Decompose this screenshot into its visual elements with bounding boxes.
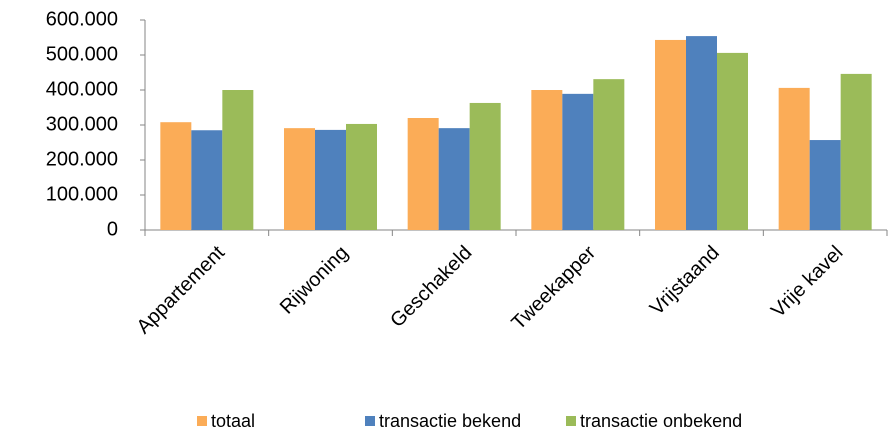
legend-label: transactie bekend — [379, 411, 521, 431]
y-tick-label: 600.000 — [46, 8, 118, 30]
bar — [407, 118, 439, 230]
bar — [191, 130, 223, 230]
bar — [284, 128, 315, 230]
legend-label: totaal — [211, 411, 255, 431]
bar — [469, 102, 501, 230]
bar — [531, 90, 563, 230]
bar — [315, 129, 346, 230]
x-tick-label: Geschakeld — [386, 242, 476, 332]
y-tick-label: 300.000 — [46, 113, 118, 135]
bar — [686, 36, 717, 230]
bar — [562, 93, 594, 230]
x-tick-label: Rijwoning — [276, 242, 353, 319]
x-tick-label: Vrijstaand — [646, 242, 724, 320]
legend-label: transactie onbekend — [580, 411, 742, 431]
y-tick-label: 0 — [107, 218, 118, 240]
bar — [778, 87, 810, 231]
x-tick-label: Tweekapper — [507, 241, 600, 334]
legend-swatch — [365, 416, 375, 426]
legend-swatch — [197, 416, 207, 426]
bar — [346, 123, 377, 230]
bar — [593, 79, 625, 231]
x-tick-label: Vrije kavel — [767, 242, 847, 322]
bar — [222, 90, 254, 230]
bar — [438, 128, 470, 230]
y-tick-label: 500.000 — [46, 43, 118, 65]
y-tick-label: 400.000 — [46, 78, 118, 100]
bar — [160, 122, 192, 230]
x-tick-label: Appartement — [133, 241, 230, 338]
y-tick-label: 100.000 — [46, 183, 118, 205]
bar — [717, 52, 748, 231]
y-tick-label: 200.000 — [46, 148, 118, 170]
bar — [655, 39, 686, 231]
legend-swatch — [566, 416, 576, 426]
bar — [840, 73, 872, 231]
bar — [809, 140, 841, 230]
